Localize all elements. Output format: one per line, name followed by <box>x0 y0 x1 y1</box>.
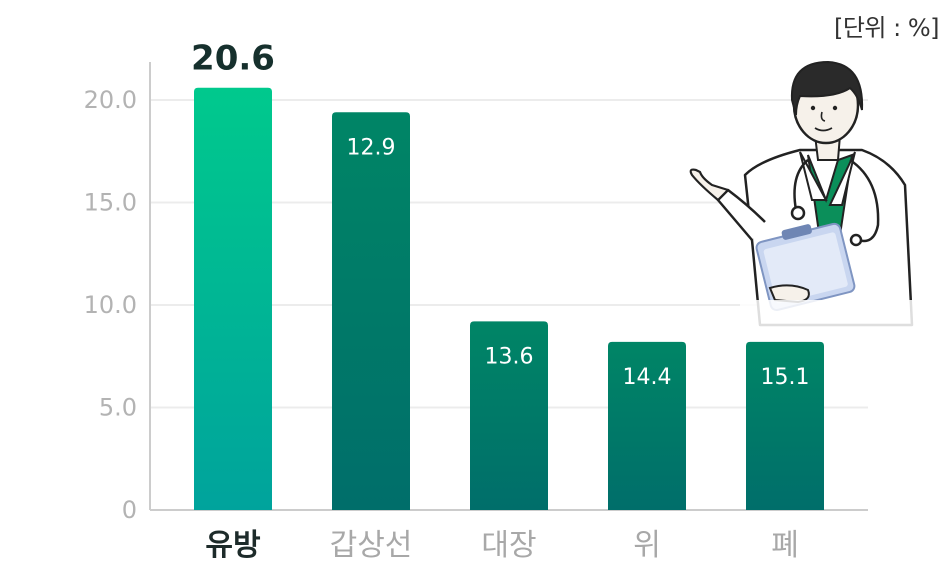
y-tick-label: 0 <box>122 496 137 524</box>
bar-갑상선 <box>332 112 410 511</box>
bar-value-label: 12.9 <box>347 135 396 160</box>
unit-label: [단위 : %] <box>833 14 940 42</box>
bar-value-label: 15.1 <box>761 365 810 390</box>
bar-value-label: 14.4 <box>623 365 672 390</box>
x-category-label: 대장 <box>481 528 536 563</box>
y-tick-label: 20.0 <box>84 86 137 114</box>
x-category-label: 갑상선 <box>330 528 413 563</box>
bar-value-label: 13.6 <box>485 344 534 369</box>
bar-폐 <box>746 341 824 510</box>
bars <box>194 87 824 511</box>
x-category-label: 유방 <box>205 528 261 563</box>
y-tick-label: 10.0 <box>84 291 137 319</box>
bar-유방 <box>194 87 272 510</box>
bar-대장 <box>470 321 548 510</box>
doctor-illustration <box>689 60 914 327</box>
illustration-fade <box>740 300 920 330</box>
x-category-label: 위 <box>633 528 661 563</box>
x-category-label: 폐 <box>771 528 799 563</box>
labels: 0 5.0 10.0 15.0 20.0 20.6 유방 12.9 갑상선 13.6 대장 14.4 위… <box>84 39 810 563</box>
bar-위 <box>608 341 686 510</box>
y-tick-label: 5.0 <box>99 394 137 422</box>
bar-value-label: 20.6 <box>191 39 275 79</box>
y-tick-label: 15.0 <box>84 189 137 217</box>
